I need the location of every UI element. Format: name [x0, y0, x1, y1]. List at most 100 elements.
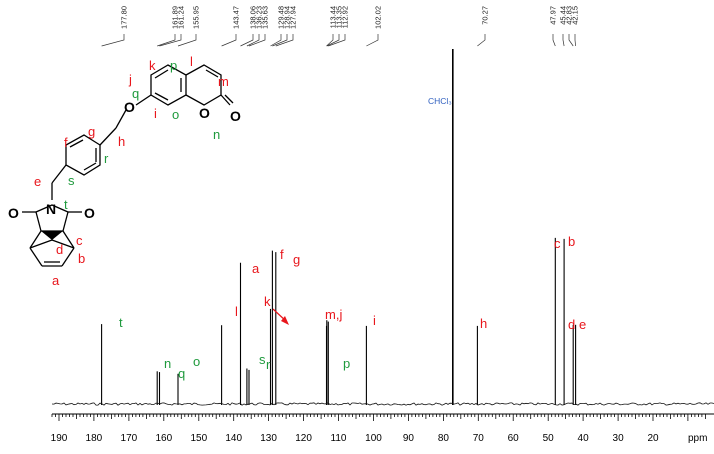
- x-tick-label: 130: [260, 433, 277, 444]
- x-tick-label: 70: [473, 433, 485, 444]
- struct-label-f: f: [64, 135, 68, 150]
- shift-connector: [477, 34, 486, 47]
- shift-connector: [177, 34, 197, 47]
- shift-label: 70.27: [481, 6, 490, 25]
- shift-label: 155.95: [192, 6, 201, 29]
- shift-connector: [159, 34, 182, 47]
- x-tick-label: 50: [543, 433, 555, 444]
- struct-label-h: h: [118, 134, 125, 149]
- peak-label-q: q: [178, 366, 185, 381]
- shift-connector: [328, 34, 346, 47]
- x-tick-label: 140: [225, 433, 242, 444]
- peak-label-l: l: [235, 304, 238, 319]
- atom-n: N: [46, 201, 56, 217]
- solvent-label: CHCl₃: [428, 96, 452, 106]
- atom-o-ring: O: [199, 105, 210, 121]
- struct-label-c: c: [76, 233, 83, 248]
- x-tick-label: 40: [578, 433, 590, 444]
- struct-label-j: j: [128, 72, 132, 87]
- shift-label: 42.83: [565, 6, 574, 25]
- peak-label-f: f: [280, 247, 284, 262]
- shift-label: 135.63: [261, 6, 270, 29]
- baseline-trace: [51, 402, 714, 406]
- struct-label-i: i: [154, 106, 157, 121]
- shift-connector: [562, 34, 565, 47]
- shift-label: 113.44: [329, 6, 338, 28]
- struct-label-e: e: [34, 174, 41, 189]
- peak-label-b: b: [568, 234, 575, 249]
- x-axis: 190 180 170 160 150 140 130 120 110 100 90 80 70 60 50…: [51, 413, 714, 444]
- coumarin-pyranone-ring: [185, 64, 222, 106]
- x-tick-label: 160: [155, 433, 172, 444]
- shift-label: 113.35: [335, 6, 344, 28]
- atom-o-imide-right: O: [84, 205, 95, 221]
- x-tick-label: 190: [51, 433, 68, 444]
- struct-label-p: p: [170, 58, 177, 73]
- benzyl-ring: [65, 134, 101, 176]
- shift-connector: [157, 34, 176, 47]
- shift-connector: [221, 34, 237, 47]
- struct-label-s: s: [68, 173, 75, 188]
- shift-label-ticks: [101, 34, 576, 47]
- x-tick-label: 110: [331, 433, 347, 444]
- x-tick-label: 20: [647, 433, 659, 444]
- x-tick-label: 150: [190, 433, 207, 444]
- shift-label: 161.89: [171, 6, 180, 29]
- shift-label: 112.92: [341, 6, 350, 28]
- atom-o-imide-left: O: [8, 205, 19, 221]
- peak-label-p: p: [343, 356, 350, 371]
- shift-label: 128.94: [283, 6, 292, 29]
- struct-label-k: k: [149, 58, 156, 73]
- x-tick-label: 180: [86, 433, 103, 444]
- x-tick-label: 120: [295, 433, 312, 444]
- molecule-structure: [22, 64, 234, 267]
- peak-label-m-j: m,j: [325, 307, 342, 322]
- shift-label: 138.06: [249, 6, 258, 29]
- shift-connector: [246, 34, 260, 47]
- peak-label-e: e: [579, 317, 586, 332]
- shift-connector: [270, 34, 282, 47]
- shift-label: 42.15: [571, 6, 580, 25]
- struct-label-t: t: [64, 197, 68, 212]
- shift-connector: [574, 34, 576, 47]
- struct-label-l: l: [190, 54, 193, 69]
- x-tick-label: 30: [613, 433, 625, 444]
- shift-label: 161.24: [177, 6, 186, 29]
- shift-connector: [366, 34, 379, 47]
- struct-label-m: m: [218, 74, 229, 89]
- peak-label-o: o: [193, 354, 200, 369]
- shift-label: 136.23: [255, 6, 264, 29]
- shift-label: 127.94: [289, 6, 298, 29]
- struct-label-a: a: [52, 273, 60, 288]
- x-tick-label: 100: [365, 433, 382, 444]
- shift-label: 177.80: [120, 6, 129, 29]
- struct-label-d: d: [56, 242, 63, 257]
- x-tick-label: 80: [438, 433, 450, 444]
- x-tick-label: 90: [403, 433, 415, 444]
- shift-connector: [101, 34, 125, 47]
- peak-lines: [101, 49, 577, 405]
- x-tick-label: 60: [508, 433, 520, 444]
- peak-label-i: i: [373, 313, 376, 328]
- struct-label-r: r: [104, 151, 109, 166]
- k-arrow-head: [281, 316, 289, 325]
- x-axis-unit: ppm: [688, 433, 707, 444]
- struct-label-g: g: [88, 124, 95, 139]
- struct-label-o: o: [172, 107, 179, 122]
- shift-connector: [568, 34, 574, 47]
- peak-label-g: g: [293, 252, 300, 267]
- struct-label-n: n: [213, 127, 220, 142]
- shift-connector: [326, 34, 334, 47]
- peak-label-h: h: [480, 316, 487, 331]
- atom-o-ether: O: [124, 99, 135, 115]
- shift-connector: [248, 34, 266, 47]
- peak-label-a: a: [252, 261, 260, 276]
- shift-connector: [240, 34, 254, 47]
- struct-label-q: q: [132, 86, 139, 101]
- shift-label: 129.48: [277, 6, 286, 29]
- shift-label: 143.47: [232, 6, 241, 29]
- shift-label: 102.02: [374, 6, 383, 29]
- shift-connector: [552, 34, 556, 47]
